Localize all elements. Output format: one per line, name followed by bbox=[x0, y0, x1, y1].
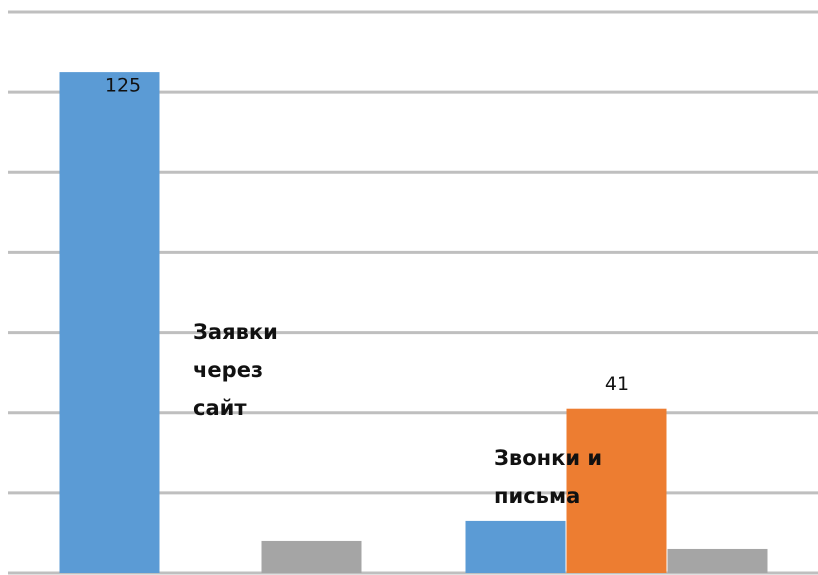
data-label: 41 bbox=[605, 373, 629, 395]
bar bbox=[566, 408, 667, 573]
annotation: Заявки через сайт bbox=[193, 320, 278, 420]
bar bbox=[59, 72, 160, 573]
bar bbox=[261, 540, 362, 573]
bar bbox=[465, 520, 566, 573]
data-label: 125 bbox=[105, 75, 141, 97]
annotation: Звонки и письма bbox=[494, 446, 603, 508]
bar bbox=[667, 548, 768, 573]
